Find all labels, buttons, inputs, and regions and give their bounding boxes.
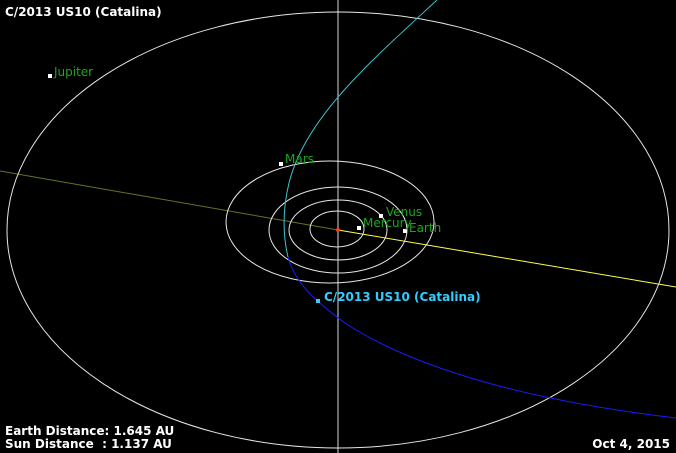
date-readout: Oct 4, 2015 <box>592 437 670 451</box>
comet-orbit-below <box>287 256 676 419</box>
sun-icon <box>336 228 340 232</box>
comet-label: C/2013 US10 (Catalina) <box>324 290 481 304</box>
mars-label: Mars <box>285 152 314 166</box>
earth-distance-readout: Earth Distance: 1.645 AU <box>5 424 175 438</box>
mars-marker <box>279 162 283 166</box>
mercury-marker <box>357 226 361 230</box>
venus-orbit <box>288 199 388 261</box>
mars-orbit <box>225 160 435 284</box>
ecliptic-line-far <box>0 170 339 231</box>
comet-marker <box>316 299 320 303</box>
sun-distance-readout: Sun Distance : 1.137 AU <box>5 437 172 451</box>
jupiter-marker <box>48 74 52 78</box>
comet-orbit-above <box>283 0 438 258</box>
ecliptic-line-near <box>337 229 676 288</box>
venus-label: Venus <box>386 205 422 219</box>
earth-marker <box>403 229 407 233</box>
venus-marker <box>379 214 383 218</box>
mercury-label: Mercury <box>363 216 412 230</box>
view-title: C/2013 US10 (Catalina) <box>5 5 162 19</box>
mercury-orbit <box>309 210 365 248</box>
jupiter-orbit <box>6 11 670 449</box>
jupiter-label: Jupiter <box>53 65 93 79</box>
earth-label: Earth <box>409 221 441 235</box>
